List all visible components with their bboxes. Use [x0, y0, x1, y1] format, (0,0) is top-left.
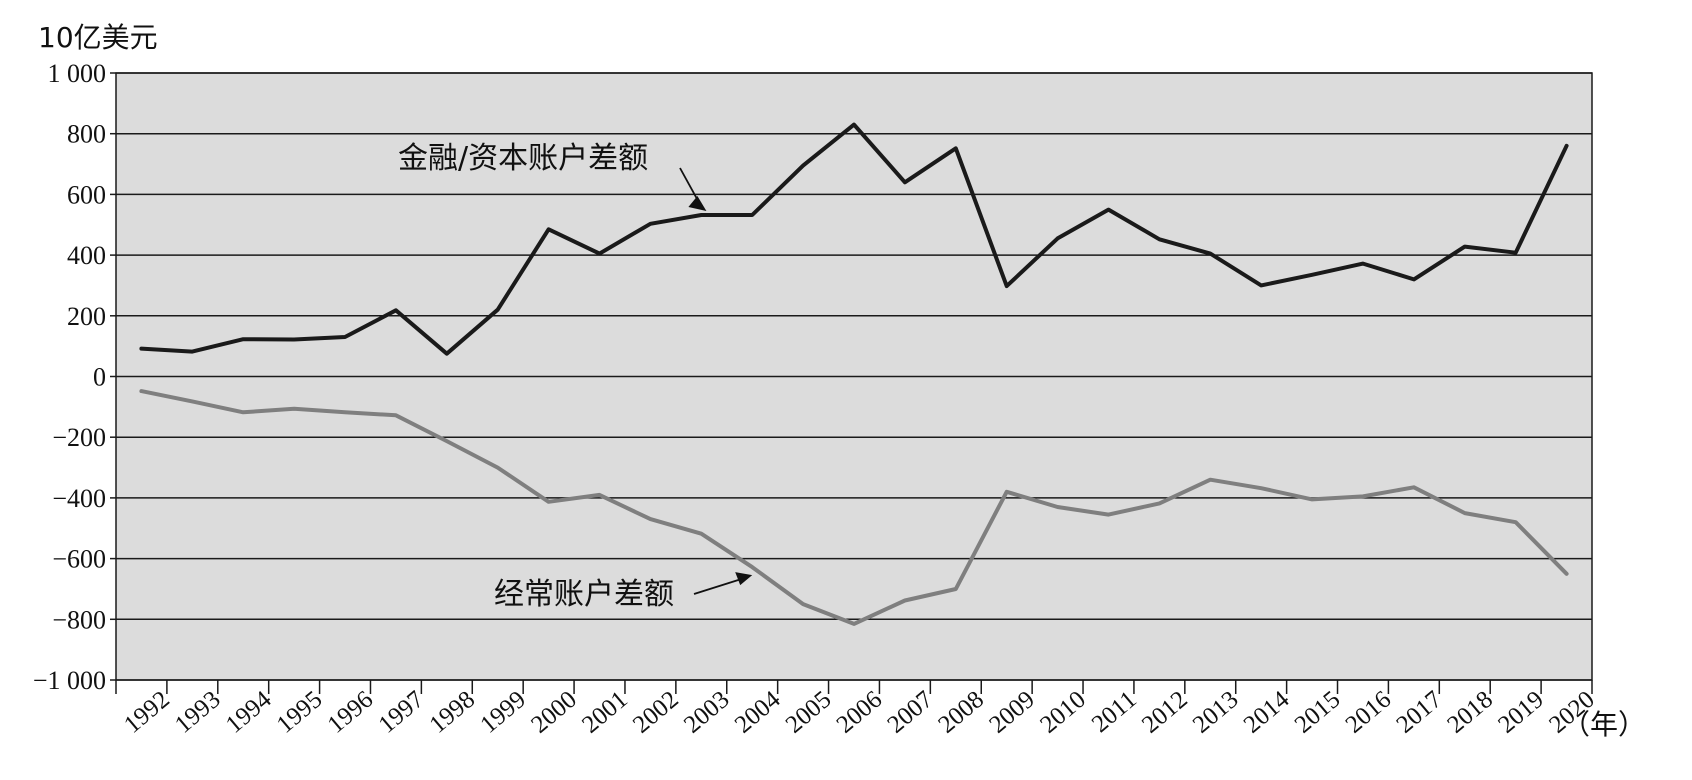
y-tick-label: −1 000 [33, 666, 106, 695]
annotation-current-account: 经常账户差额 [494, 577, 674, 612]
chart-gridlines [115, 72, 1593, 681]
y-tick-label: 600 [67, 180, 106, 209]
chart-series [139, 122, 1569, 626]
series-line-1 [139, 122, 1569, 356]
series-line-2 [139, 389, 1569, 626]
annotation-arrow-shaft [693, 577, 745, 595]
annotation-financial-account: 金融/资本账户差额 [398, 141, 648, 176]
x-axis-unit-label: （年） [1562, 708, 1646, 741]
annotation-arrowhead [688, 196, 707, 212]
y-tick-label: 400 [67, 241, 106, 270]
y-tick-label: 200 [67, 302, 106, 331]
y-tick-label: 800 [67, 120, 106, 149]
y-tick-label: −200 [52, 423, 106, 452]
y-tick-label: 0 [93, 363, 106, 392]
y-tick-label: −600 [52, 545, 106, 574]
y-axis-unit-label: 10亿美元 [38, 21, 158, 54]
y-axis: 1 000 800 600 400 200 0 −200 −400 −600 −800 −1 000 [33, 59, 116, 695]
y-tick-label: 1 000 [48, 59, 107, 88]
x-axis: 1992199319941995199619971998199920002001… [115, 680, 1600, 739]
y-tick-label: −800 [52, 605, 106, 634]
y-tick-label: −400 [52, 484, 106, 513]
annotation-arrowhead [735, 572, 753, 586]
